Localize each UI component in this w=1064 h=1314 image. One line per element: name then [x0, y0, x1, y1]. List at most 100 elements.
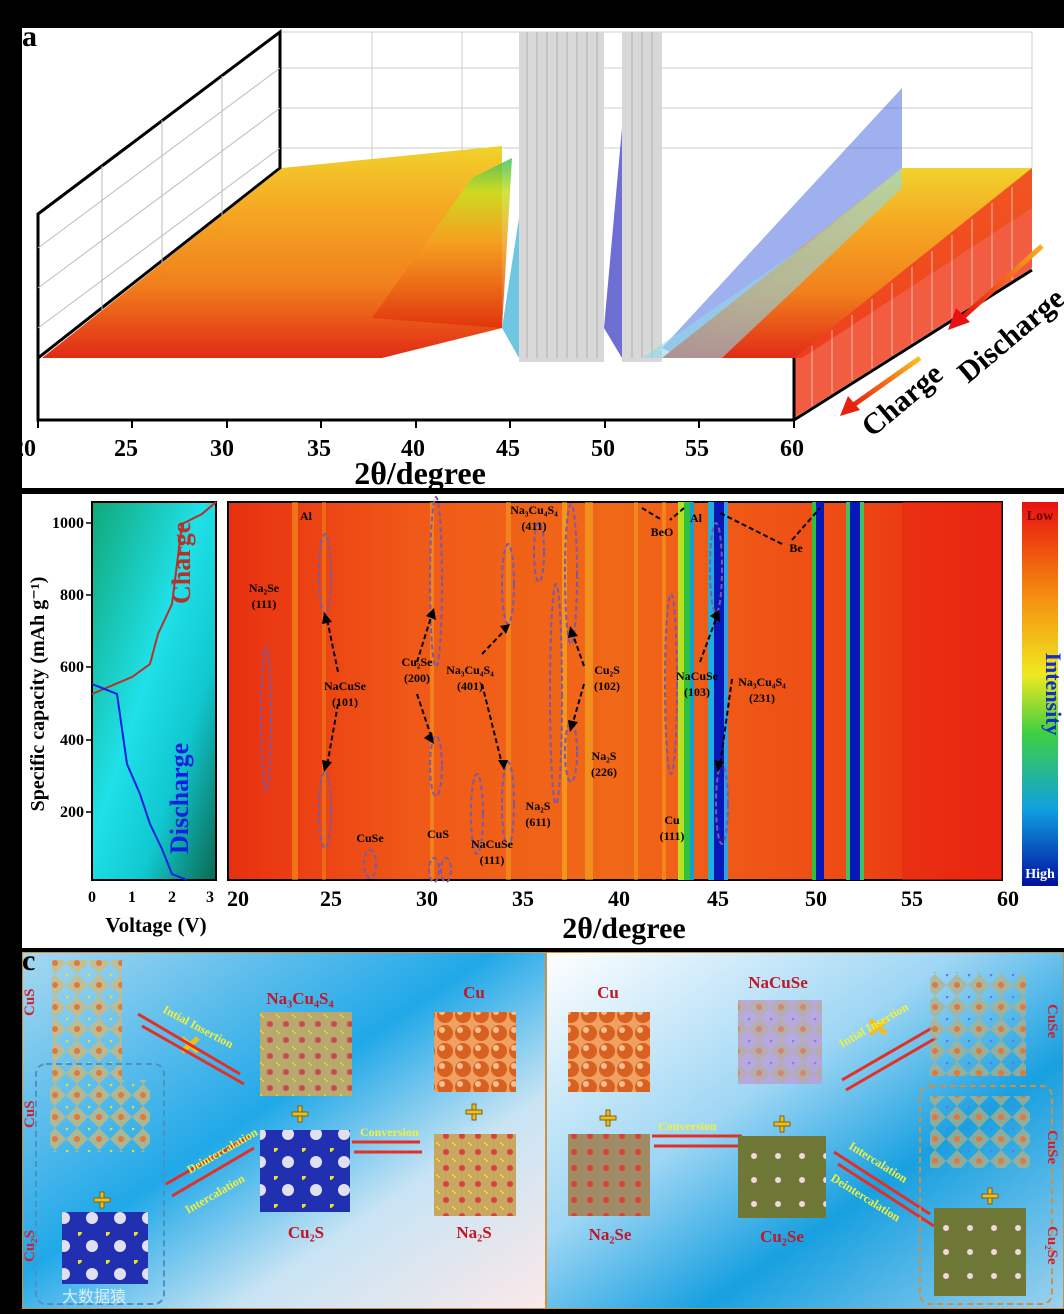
voltage-xlabel: Voltage (V) [105, 913, 206, 937]
xtick-b-3: 35 [512, 886, 534, 911]
cu2s-center-structure [260, 1130, 350, 1212]
label-na2se: Na₂Se [249, 581, 280, 595]
label-cu: Cu [664, 813, 680, 827]
xtick-b-4: 40 [608, 886, 630, 911]
cu2s-bottom-structure [62, 1212, 148, 1284]
panel-c-label: c [22, 944, 36, 977]
colorbar-high: High [1025, 867, 1055, 882]
conversion-left: Conversion [360, 1125, 419, 1139]
xtick-a-1: 25 [114, 436, 138, 462]
label-be: Be [789, 541, 803, 555]
cuse-top-structure [930, 972, 1026, 1076]
cu2se-center-label: Cu₂Se [760, 1227, 804, 1246]
right-structures [568, 972, 1053, 1305]
discharge-arrow [948, 244, 1044, 330]
phase-labels: Al Na₂Se (111) NaCuSe (101) Cu₂Se (200) … [249, 503, 803, 867]
ytick-b-2: 600 [60, 659, 84, 676]
cus-mid-label: CuS [22, 1100, 38, 1128]
panel-a: 20 25 30 35 40 45 50 55 60 2θ/degree Cha… [12, 28, 1064, 491]
discharge-label-b: Discharge [165, 743, 194, 854]
label-na3cu4s4-411-hkl: (411) [521, 519, 546, 533]
label-na2s-611: Na₂S [526, 799, 551, 813]
panel-b-svg: Charge Discharge 200 400 600 800 1000 0 … [27, 496, 1064, 945]
xtick-a-6: 50 [591, 436, 615, 462]
label-nacuse-103: NaCuSe [676, 669, 719, 683]
xtick-b-1: 25 [320, 886, 342, 911]
ytick-b-4: 1000 [52, 515, 84, 532]
label-na3cu4s4-401: Na₃Cu₄S₄ [446, 663, 494, 677]
conversion-right: Conversion [658, 1119, 717, 1133]
label-na3cu4s4-411: Na₃Cu₄S₄ [510, 503, 558, 517]
cu-structure-left [434, 1012, 516, 1092]
cu2se-right-label: Cu₂Se [1044, 1226, 1060, 1265]
xtick-a-3: 35 [307, 436, 331, 462]
xtick-a-8: 60 [780, 436, 804, 462]
xtick-v-0: 0 [88, 889, 96, 906]
ytick-b-1: 400 [60, 732, 84, 749]
label-al-1: Al [300, 509, 313, 523]
reaction-arrows [137, 1012, 937, 1228]
cus-mid-structure [50, 1080, 150, 1152]
voltage-profile: Charge Discharge 200 400 600 800 1000 0 … [27, 501, 217, 937]
xtick-v-3: 3 [206, 889, 214, 906]
xtick-b-6: 50 [805, 886, 827, 911]
cu-label-right: Cu [597, 983, 619, 1002]
nacuse-label: NaCuSe [748, 973, 808, 992]
streaks [292, 502, 666, 880]
cu2s-center-label: Cu₂S [288, 1223, 324, 1242]
na2s-label: Na₂S [456, 1223, 491, 1242]
label-na3cu4s4-231-hkl: (231) [749, 691, 775, 705]
label-na2s-226: Na₂S [592, 749, 617, 763]
charge-arrow [840, 355, 922, 416]
charge-curve [91, 501, 217, 695]
na2s-structure [434, 1134, 516, 1216]
cuse-top-label: CuSe [1044, 1004, 1060, 1039]
xtick-v-1: 1 [128, 889, 136, 906]
label-nacuse-111: NaCuSe [471, 837, 514, 851]
na3cu4s4-label: Na₃Cu₄S₄ [266, 989, 333, 1008]
label-na2s-611-hkl: (611) [525, 815, 550, 829]
xtick-b-8: 60 [997, 886, 1019, 911]
label-na2s-226-hkl: (226) [591, 765, 617, 779]
cus-top-label: CuS [22, 988, 38, 1016]
xlabel-a: 2θ/degree [354, 455, 486, 488]
charge-label-b: Charge [167, 522, 196, 604]
label-cu2s: Cu₂S [594, 663, 620, 677]
label-na2se-hkl: (111) [252, 597, 277, 611]
peak-region-1 [519, 32, 604, 362]
xtick-a-5: 45 [496, 436, 520, 462]
xrd-3d-plot: 20 25 30 35 40 45 50 55 60 2θ/degree Cha… [12, 28, 1064, 491]
label-cu2s-hkl: (102) [594, 679, 620, 693]
xtick-v-2: 2 [168, 889, 176, 906]
label-al-2: Al [690, 511, 703, 525]
xlabel-b: 2θ/degree [562, 912, 685, 945]
capacity-ylabel: Specific capacity (mAh g⁻¹) [27, 577, 49, 812]
cu2se-right-structure [934, 1208, 1026, 1296]
ytick-b-0: 200 [60, 804, 84, 821]
cus-top-structure [52, 960, 122, 1080]
cu-label-left: Cu [463, 983, 485, 1002]
panel-a-label: a [22, 20, 37, 53]
watermark: 大数据猿 [62, 1288, 126, 1306]
panel-b-label: b [6, 486, 23, 519]
cuse-mid-label: CuSe [1044, 1130, 1060, 1165]
xtick-b-2: 30 [416, 886, 438, 911]
xtick-b-0: 20 [227, 886, 249, 911]
xtick-b-5: 45 [707, 886, 729, 911]
colorbar-label: Intensity [1041, 652, 1064, 735]
cu-structure-right [568, 1012, 650, 1092]
left-labels: CuS CuS Cu₂S [22, 988, 38, 1262]
label-cu-hkl: (111) [660, 829, 685, 843]
label-nacuse-103-hkl: (103) [684, 685, 710, 699]
left-structures [35, 960, 516, 1305]
label-cuse: CuSe [356, 831, 384, 845]
xtick-a-0: 20 [22, 436, 36, 462]
cu2s-bottom-label: Cu₂S [22, 1230, 38, 1262]
cu2se-center-structure [738, 1136, 826, 1218]
label-nacuse-101-hkl: (101) [332, 695, 358, 709]
label-na3cu4s4-401-hkl: (401) [457, 679, 483, 693]
na3cu4s4-structure [260, 1012, 352, 1096]
label-nacuse-101: NaCuSe [324, 679, 367, 693]
ytick-b-3: 800 [60, 587, 84, 604]
discharge-curve [91, 683, 188, 881]
